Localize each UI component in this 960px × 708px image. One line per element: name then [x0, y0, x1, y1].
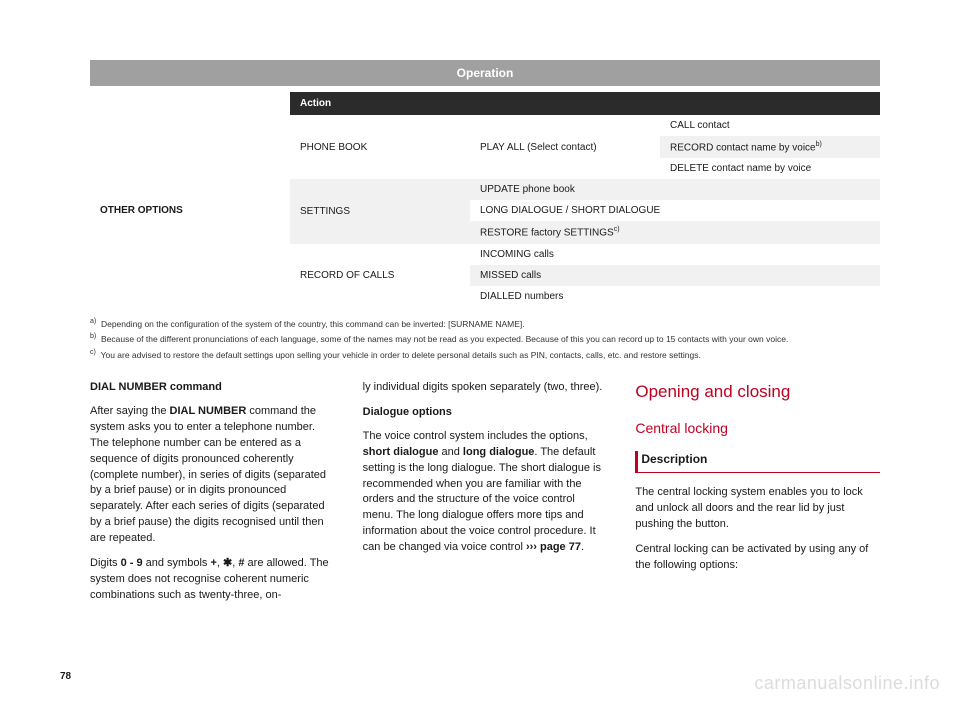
footnote-b: b) Because of the different pronunciatio…	[90, 332, 880, 346]
dialogue-options-heading: Dialogue options	[363, 405, 608, 421]
cell-play-all: PLAY ALL (Select contact)	[470, 115, 660, 179]
page-number: 78	[60, 671, 71, 682]
table-row: OTHER OPTIONS PHONE BOOK PLAY ALL (Selec…	[90, 115, 880, 136]
central-locking-para-1: The central locking system enables you t…	[635, 485, 880, 533]
watermark: carmanualsonline.info	[754, 673, 940, 694]
dial-number-heading: DIAL NUMBER command	[90, 380, 335, 396]
col2-continuation: ly individual digits spoken separately (…	[363, 380, 608, 396]
dial-number-para-1: After saying the DIAL NUMBER command the…	[90, 404, 335, 547]
column-2: ly individual digits spoken separately (…	[363, 380, 608, 613]
central-locking-para-2: Central locking can be activated by usin…	[635, 542, 880, 574]
sup-b: b)	[816, 141, 822, 148]
cell-update-pb: UPDATE phone book	[470, 179, 880, 200]
manual-page: Operation Command Action OTHER OPTIONS P…	[0, 0, 960, 708]
cell-long-short: LONG DIALOGUE / SHORT DIALOGUE	[470, 200, 880, 221]
footnote-a: a) Depending on the configuration of the…	[90, 317, 880, 331]
cell-other-options: OTHER OPTIONS	[90, 115, 290, 307]
column-3: Opening and closing Central locking Desc…	[635, 380, 880, 613]
command-table: Command Action OTHER OPTIONS PHONE BOOK …	[90, 92, 880, 307]
cell-phone-book: PHONE BOOK	[290, 115, 470, 179]
cell-record-contact: RECORD contact name by voiceb)	[660, 136, 880, 158]
cell-delete-contact: DELETE contact name by voice	[660, 158, 880, 179]
central-locking-heading: Central locking	[635, 418, 880, 438]
footnote-a-text: Depending on the configuration of the sy…	[101, 318, 525, 328]
sup-c: c)	[614, 226, 620, 233]
section-banner: Operation	[90, 60, 880, 86]
body-columns: DIAL NUMBER command After saying the DIA…	[90, 380, 880, 613]
cell-settings: SETTINGS	[290, 179, 470, 243]
footnotes: a) Depending on the configuration of the…	[90, 317, 880, 362]
cell-dialled: DIALLED numbers	[470, 286, 880, 307]
dial-number-para-2: Digits 0 - 9 and symbols +, ✱, # are all…	[90, 556, 335, 604]
th-command: Command	[90, 92, 290, 115]
cell-call-contact: CALL contact	[660, 115, 880, 136]
dialogue-options-para: The voice control system includes the op…	[363, 429, 608, 557]
footnote-c: c) You are advised to restore the defaul…	[90, 348, 880, 362]
cell-restore: RESTORE factory SETTINGSc)	[470, 221, 880, 243]
th-action: Action	[290, 92, 880, 115]
table-header-row: Command Action	[90, 92, 880, 115]
cell-incoming: INCOMING calls	[470, 244, 880, 265]
footnote-b-text: Because of the different pronunciations …	[101, 334, 788, 344]
cell-restore-text: RESTORE factory SETTINGS	[480, 228, 614, 239]
description-heading: Description	[635, 451, 880, 473]
opening-closing-heading: Opening and closing	[635, 380, 880, 405]
cell-record-contact-text: RECORD contact name by voice	[670, 142, 816, 153]
column-1: DIAL NUMBER command After saying the DIA…	[90, 380, 335, 613]
cell-missed: MISSED calls	[470, 265, 880, 286]
cell-record-calls: RECORD OF CALLS	[290, 244, 470, 307]
footnote-c-text: You are advised to restore the default s…	[101, 350, 701, 360]
